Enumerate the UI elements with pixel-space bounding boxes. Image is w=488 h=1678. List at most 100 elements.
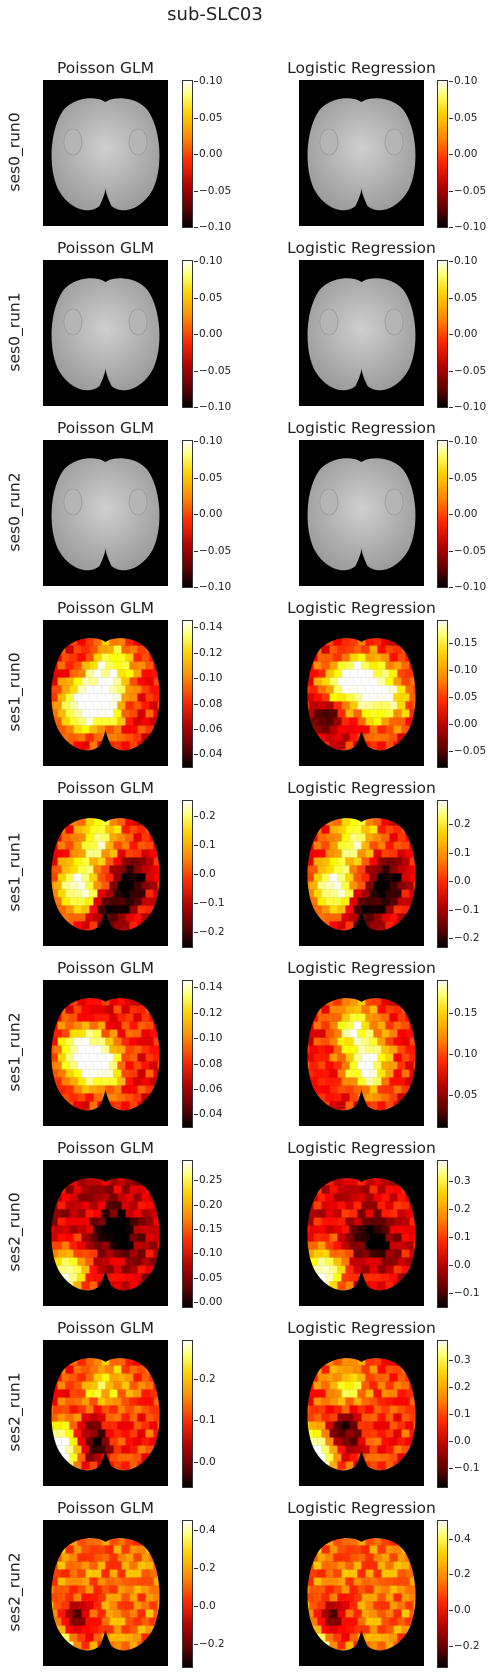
map-cell — [65, 709, 75, 719]
map-cell — [125, 1538, 135, 1547]
map-cell — [157, 1061, 160, 1071]
map-cell — [65, 725, 75, 735]
map-cell — [53, 1553, 63, 1563]
map-cell — [313, 1085, 323, 1095]
brain-map — [43, 1160, 168, 1306]
map-cell — [325, 717, 335, 727]
map-cell — [354, 758, 363, 767]
map-cell — [61, 638, 71, 647]
map-cell — [365, 1289, 375, 1291]
map-cell — [373, 849, 383, 859]
map-cell — [357, 1209, 367, 1219]
map-cell — [149, 1601, 159, 1611]
map-cell — [73, 1201, 83, 1211]
colorbar-tick-label: −0.2 — [194, 926, 225, 939]
map-cell — [97, 1561, 107, 1571]
map-cell — [307, 1641, 315, 1651]
map-cell — [418, 678, 425, 687]
map-cell — [341, 669, 351, 679]
map-cell — [121, 841, 131, 851]
map-cell — [385, 857, 395, 867]
map-cell — [349, 1061, 359, 1071]
map-cell — [307, 1365, 315, 1375]
map-cell — [125, 1257, 135, 1267]
map-cell — [81, 1625, 91, 1635]
map-cell — [313, 1358, 323, 1359]
map-cell — [51, 865, 55, 875]
map-cell — [377, 841, 387, 851]
map-cell — [317, 1649, 327, 1651]
map-cell — [307, 1178, 315, 1179]
map-cell — [105, 1281, 115, 1291]
map-cell — [157, 913, 160, 923]
map-cell — [378, 1118, 387, 1127]
map-cell — [133, 1453, 143, 1463]
map-cell — [325, 1093, 335, 1103]
map-cell — [361, 1577, 371, 1587]
map-cell — [145, 638, 155, 639]
colorbar-tick-label: 0.10 — [193, 1032, 223, 1045]
map-cell — [117, 1617, 127, 1627]
map-cell — [53, 1569, 63, 1579]
map-cell — [397, 1617, 407, 1627]
map-cell — [393, 1101, 403, 1111]
map-cell — [137, 1641, 147, 1651]
map-cell — [133, 897, 143, 907]
map-cell — [157, 1109, 160, 1111]
map-cell — [369, 1233, 379, 1243]
map-cell — [361, 905, 371, 915]
row-label: ses1_run1 — [4, 798, 26, 946]
map-cell — [389, 929, 399, 931]
map-cell — [51, 818, 55, 827]
map-cell — [385, 709, 395, 719]
map-cell — [73, 1217, 83, 1227]
map-cell — [386, 758, 395, 767]
map-cell — [51, 1257, 55, 1267]
map-cell — [361, 1625, 371, 1635]
map-cell — [361, 1609, 371, 1619]
map-cell — [89, 1053, 99, 1063]
map-cell — [369, 1265, 379, 1275]
map-cell — [51, 1609, 59, 1619]
map-cell — [85, 1257, 95, 1267]
map-cell — [137, 661, 147, 671]
map-cell — [77, 1421, 87, 1431]
map-cell — [141, 638, 151, 647]
map-cell — [365, 1093, 375, 1103]
map-cell — [121, 1265, 131, 1275]
map-cell — [89, 825, 99, 835]
map-cell — [381, 1193, 391, 1203]
map-cell — [365, 1061, 375, 1071]
map-cell — [81, 825, 91, 835]
map-cell — [162, 630, 169, 639]
map-cell — [129, 1217, 139, 1227]
map-cell — [109, 1405, 119, 1415]
map-cell — [365, 1257, 375, 1267]
map-cell — [346, 1658, 355, 1667]
map-cell — [313, 693, 323, 703]
map-cell — [74, 938, 83, 947]
map-cell — [341, 638, 351, 647]
map-cell — [389, 849, 399, 859]
map-cell — [129, 1577, 139, 1587]
map-cell — [307, 1053, 315, 1063]
map-cell — [149, 749, 159, 751]
map-cell — [349, 1601, 359, 1611]
map-cell — [333, 685, 343, 695]
map-cell — [307, 1077, 311, 1087]
map-cell — [65, 873, 75, 883]
map-cell — [418, 1430, 425, 1439]
map-cell — [393, 1365, 403, 1375]
map-cell — [137, 1005, 147, 1015]
map-cell — [149, 1045, 159, 1055]
map-cell — [109, 653, 119, 663]
map-cell — [309, 1029, 319, 1039]
map-cell — [309, 1601, 319, 1611]
map-cell — [369, 1069, 379, 1079]
map-cell — [321, 1445, 331, 1455]
map-cell — [149, 1061, 159, 1071]
map-cell — [153, 998, 160, 999]
map-cell — [153, 873, 160, 883]
map-cell — [369, 1625, 379, 1635]
map-cell — [401, 645, 411, 655]
